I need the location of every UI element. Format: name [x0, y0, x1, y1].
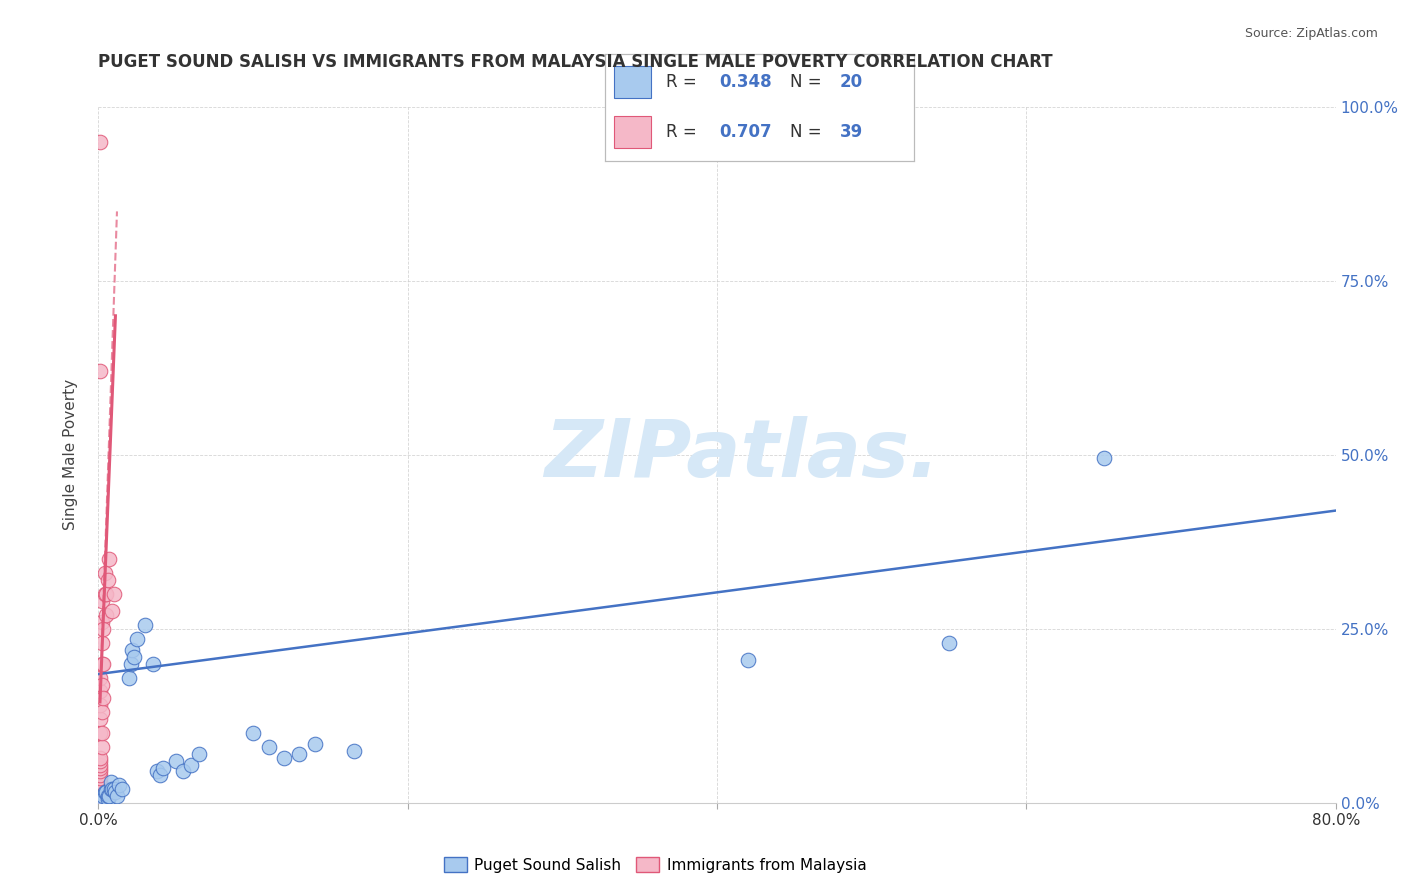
Text: N =: N =	[790, 123, 827, 141]
Point	[91, 691, 114, 706]
Text: R =: R =	[666, 123, 703, 141]
Point	[343, 744, 366, 758]
Point	[91, 792, 114, 806]
Point	[101, 605, 124, 619]
Point	[89, 750, 111, 764]
Legend: Puget Sound Salish, Immigrants from Malaysia: Puget Sound Salish, Immigrants from Mala…	[437, 850, 873, 879]
Point	[93, 566, 115, 581]
Point	[288, 747, 311, 761]
Point	[90, 706, 112, 720]
Point	[103, 587, 125, 601]
Point	[90, 726, 112, 740]
Point	[89, 768, 111, 782]
Point	[100, 775, 122, 789]
Text: R =: R =	[666, 73, 703, 91]
FancyBboxPatch shape	[614, 66, 651, 98]
Point	[89, 712, 111, 726]
Point	[97, 792, 120, 806]
Point	[122, 649, 145, 664]
Point	[273, 750, 295, 764]
Point	[242, 726, 264, 740]
Point	[90, 657, 112, 671]
Point	[89, 772, 111, 786]
Point	[93, 785, 115, 799]
Point	[89, 364, 111, 378]
Point	[96, 607, 118, 622]
Point	[103, 781, 125, 796]
Text: 39: 39	[839, 123, 863, 141]
Point	[89, 135, 111, 149]
Point	[121, 642, 143, 657]
Text: PUGET SOUND SALISH VS IMMIGRANTS FROM MALAYSIA SINGLE MALE POVERTY CORRELATION C: PUGET SOUND SALISH VS IMMIGRANTS FROM MA…	[98, 54, 1053, 71]
Point	[89, 754, 111, 768]
Y-axis label: Single Male Poverty: Single Male Poverty	[63, 379, 77, 531]
Point	[89, 785, 111, 799]
Point	[1092, 451, 1115, 466]
Point	[98, 552, 121, 566]
Point	[96, 785, 118, 799]
Point	[89, 792, 111, 806]
Point	[89, 671, 111, 685]
Point	[89, 726, 111, 740]
Text: 0.707: 0.707	[718, 123, 772, 141]
Point	[173, 764, 195, 779]
Point	[96, 587, 118, 601]
Point	[89, 775, 111, 789]
Point	[146, 764, 169, 779]
Point	[142, 657, 165, 671]
Point	[97, 573, 120, 587]
Text: ZIPatlas.: ZIPatlas.	[544, 416, 939, 494]
Point	[91, 789, 114, 803]
Text: Source: ZipAtlas.com: Source: ZipAtlas.com	[1244, 27, 1378, 40]
Point	[120, 657, 142, 671]
Text: 20: 20	[839, 73, 863, 91]
Point	[180, 757, 202, 772]
Point	[90, 594, 112, 608]
Point	[89, 781, 111, 796]
Point	[89, 761, 111, 775]
Point	[93, 587, 115, 601]
Point	[89, 684, 111, 698]
Text: 0.348: 0.348	[718, 73, 772, 91]
Point	[101, 781, 124, 796]
Point	[118, 671, 141, 685]
Point	[90, 636, 112, 650]
Point	[90, 740, 112, 755]
Point	[90, 615, 112, 629]
Point	[165, 754, 187, 768]
FancyBboxPatch shape	[614, 116, 651, 148]
Point	[89, 757, 111, 772]
Point	[938, 636, 960, 650]
Point	[152, 761, 174, 775]
Point	[90, 677, 112, 691]
Point	[257, 740, 280, 755]
Point	[105, 789, 128, 803]
Point	[100, 781, 122, 796]
Point	[89, 789, 111, 803]
Text: N =: N =	[790, 73, 827, 91]
Point	[111, 781, 134, 796]
Point	[89, 778, 111, 792]
Point	[89, 698, 111, 713]
Point	[134, 618, 156, 632]
Point	[97, 789, 120, 803]
Point	[91, 657, 114, 671]
Point	[104, 785, 127, 799]
Point	[91, 622, 114, 636]
Point	[737, 653, 759, 667]
Point	[188, 747, 211, 761]
Point	[107, 778, 129, 792]
Point	[304, 737, 326, 751]
Point	[89, 764, 111, 779]
Point	[127, 632, 149, 647]
Point	[98, 789, 121, 803]
Point	[149, 768, 172, 782]
